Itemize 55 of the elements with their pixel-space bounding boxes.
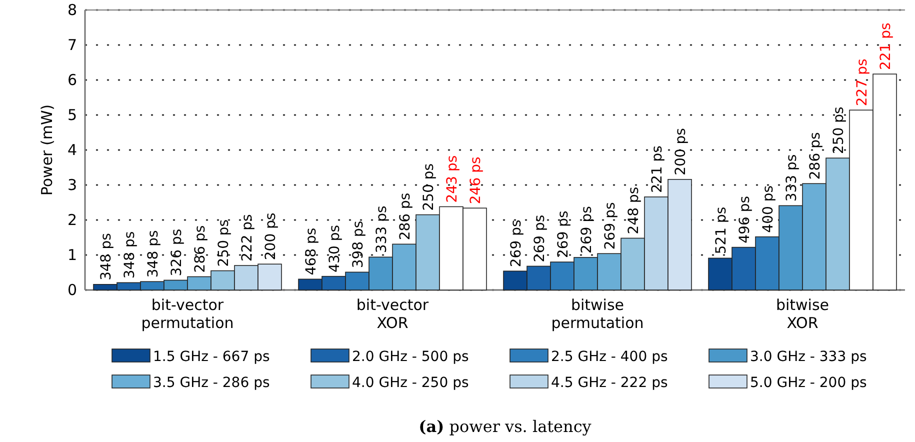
- annotation: 248 ps: [626, 186, 642, 234]
- legend-label: 4.0 GHz - 250 ps: [352, 375, 469, 391]
- y-tick-label: 3: [67, 176, 77, 194]
- x-tick-label: bit-vector permutation: [141, 296, 234, 332]
- annotation: 243 ps: [444, 155, 460, 203]
- annotation: 333 ps: [374, 206, 390, 254]
- y-tick-label: 4: [67, 141, 77, 159]
- annotation: 286 ps: [807, 132, 824, 180]
- text: (a) power vs. latency: [418, 417, 592, 436]
- legend-label: 5.0 GHz - 200 ps: [750, 375, 867, 391]
- annotation: 286 ps: [397, 192, 414, 240]
- legend-label: 2.0 GHz - 500 ps: [352, 349, 469, 365]
- annotation: 496 ps: [736, 196, 753, 244]
- y-tick-label: 6: [67, 71, 77, 89]
- annotation: 348 ps: [98, 233, 114, 280]
- legend-label: 2.5 GHz - 400 ps: [551, 349, 668, 365]
- y-tick-label: 2: [67, 211, 77, 229]
- legend-label: 4.5 GHz - 222 ps: [551, 375, 668, 391]
- annotation: 269 ps: [532, 214, 548, 262]
- annotation: 398 ps: [350, 220, 366, 268]
- y-tick-label: 7: [67, 36, 77, 54]
- annotation: 269 ps: [508, 220, 524, 268]
- x-tick-label: bitwise permutation: [551, 296, 644, 332]
- annotation: 430 ps: [326, 224, 343, 272]
- annotation: 348 ps: [122, 231, 138, 279]
- y-tick-label: 0: [67, 281, 77, 299]
- annotation: 521 ps: [713, 206, 730, 254]
- y-tick-label: 1: [67, 246, 77, 264]
- annotation: 221 ps: [649, 146, 666, 193]
- x-tick-label: bit-vector XOR: [356, 296, 430, 332]
- y-tick-label: 5: [67, 106, 77, 124]
- annotation: 326 ps: [168, 228, 185, 276]
- annotation: 468 ps: [303, 228, 320, 276]
- legend-label: 3.0 GHz - 333 ps: [750, 349, 867, 365]
- annotation: 400 ps: [760, 185, 776, 233]
- annotation: 227 ps: [854, 58, 870, 106]
- annotation: 269 ps: [555, 210, 572, 258]
- x-tick-label: bitwise XOR: [776, 296, 830, 332]
- annotation: 269 ps: [578, 206, 595, 254]
- legend-label: 3.5 GHz - 286 ps: [153, 375, 270, 391]
- annotation: 222 ps: [239, 214, 256, 262]
- y-tick-label: 8: [67, 1, 77, 19]
- y-axis-title: Power (mW): [38, 104, 56, 196]
- annotation: 250 ps: [420, 163, 437, 211]
- legend-label: 1.5 GHz - 667 ps: [153, 349, 270, 365]
- annotation: 200 ps: [672, 128, 689, 176]
- annotation: 286 ps: [192, 225, 208, 273]
- annotation: 348 ps: [145, 230, 162, 278]
- annotation: 333 ps: [784, 154, 800, 202]
- annotation: 269 ps: [602, 202, 618, 250]
- annotation: 200 ps: [262, 212, 279, 260]
- annotation: 250 ps: [216, 219, 232, 267]
- annotation: 246 ps: [468, 156, 484, 204]
- annotation: 221 ps: [878, 22, 894, 70]
- annotation: 250 ps: [830, 106, 847, 154]
